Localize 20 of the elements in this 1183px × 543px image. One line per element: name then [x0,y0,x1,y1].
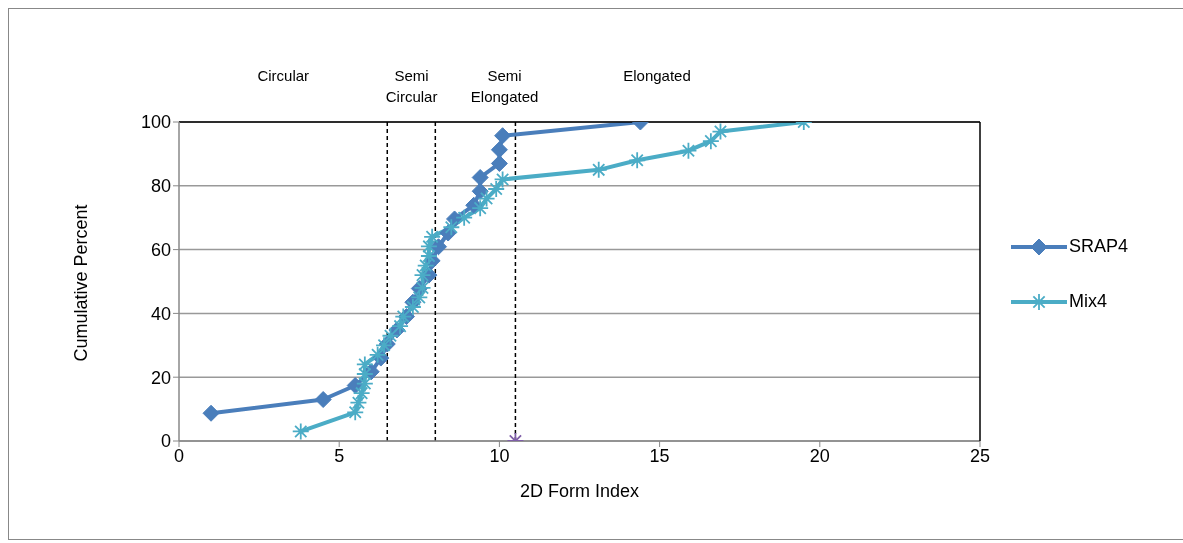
text: Circular [256,66,311,86]
x-tick-label: 10 [489,445,510,466]
text: Semi Circular [384,66,439,107]
y-tick-label: 40 [150,303,171,324]
text: Semi Elongated [469,66,540,107]
legend-label: SRAP4 [1069,236,1129,257]
x-tick-label: 5 [334,445,345,466]
y-tick-label: 60 [150,239,171,260]
x-tick-label: 15 [649,445,670,466]
x-tick-label: 25 [969,445,991,466]
y-tick-label: 20 [150,367,171,388]
y-tick-label: 0 [160,431,171,452]
x-axis-title: 2D Form Index [519,481,640,501]
text: Elongated [622,66,692,86]
y-tick-label: 100 [140,112,171,133]
y-axis-title: Cumulative Percent [71,204,92,362]
legend-label: Mix4 [1069,291,1108,312]
x-tick-label: 0 [173,445,185,466]
x-tick-label: 20 [809,445,830,466]
y-tick-label: 80 [150,176,171,197]
